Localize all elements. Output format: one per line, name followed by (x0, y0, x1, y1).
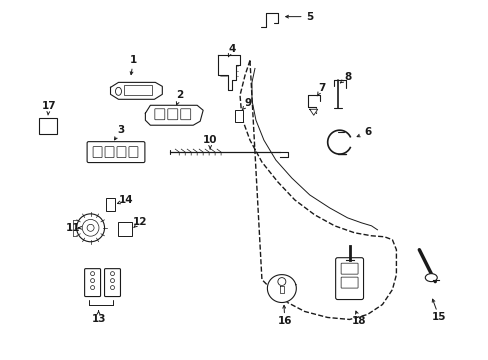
Ellipse shape (77, 214, 104, 242)
Ellipse shape (90, 279, 94, 283)
Text: 11: 11 (65, 223, 80, 233)
FancyBboxPatch shape (129, 147, 138, 158)
FancyBboxPatch shape (105, 147, 114, 158)
FancyBboxPatch shape (84, 269, 101, 297)
FancyBboxPatch shape (335, 258, 363, 300)
Text: 1: 1 (129, 55, 137, 66)
Bar (235, 110, 243, 122)
Ellipse shape (425, 274, 436, 282)
Ellipse shape (87, 224, 94, 231)
FancyBboxPatch shape (104, 269, 120, 297)
Text: 9: 9 (244, 98, 251, 108)
FancyBboxPatch shape (341, 263, 357, 274)
Ellipse shape (115, 87, 121, 95)
FancyBboxPatch shape (87, 141, 144, 163)
Text: 7: 7 (317, 84, 325, 93)
Text: 3: 3 (117, 125, 124, 135)
Text: 8: 8 (343, 72, 350, 82)
Ellipse shape (110, 285, 114, 289)
Text: 2: 2 (176, 90, 183, 100)
Ellipse shape (110, 279, 114, 283)
FancyBboxPatch shape (341, 277, 357, 288)
Ellipse shape (277, 278, 285, 285)
Text: 16: 16 (277, 316, 291, 327)
Text: 14: 14 (119, 195, 134, 205)
Polygon shape (218, 55, 240, 90)
Polygon shape (309, 109, 317, 115)
Ellipse shape (82, 220, 99, 236)
FancyBboxPatch shape (155, 109, 164, 120)
Text: 4: 4 (228, 44, 235, 54)
Text: 17: 17 (41, 101, 56, 111)
Ellipse shape (90, 285, 94, 289)
FancyBboxPatch shape (181, 109, 190, 120)
Text: 13: 13 (91, 314, 105, 324)
Text: 18: 18 (351, 316, 366, 327)
Text: 5: 5 (305, 12, 313, 22)
FancyBboxPatch shape (93, 147, 102, 158)
Ellipse shape (90, 272, 94, 276)
Bar (118, 222, 132, 236)
Text: 10: 10 (203, 135, 217, 145)
Text: 6: 6 (363, 127, 370, 137)
FancyBboxPatch shape (124, 85, 152, 95)
Polygon shape (145, 105, 203, 125)
Bar (105, 198, 114, 211)
Text: 12: 12 (133, 217, 147, 227)
Polygon shape (267, 275, 296, 302)
FancyBboxPatch shape (117, 147, 126, 158)
Text: 15: 15 (431, 312, 446, 323)
FancyBboxPatch shape (167, 109, 178, 120)
Bar (39, 118, 57, 134)
Ellipse shape (110, 272, 114, 276)
Polygon shape (110, 82, 162, 99)
Polygon shape (279, 285, 283, 293)
